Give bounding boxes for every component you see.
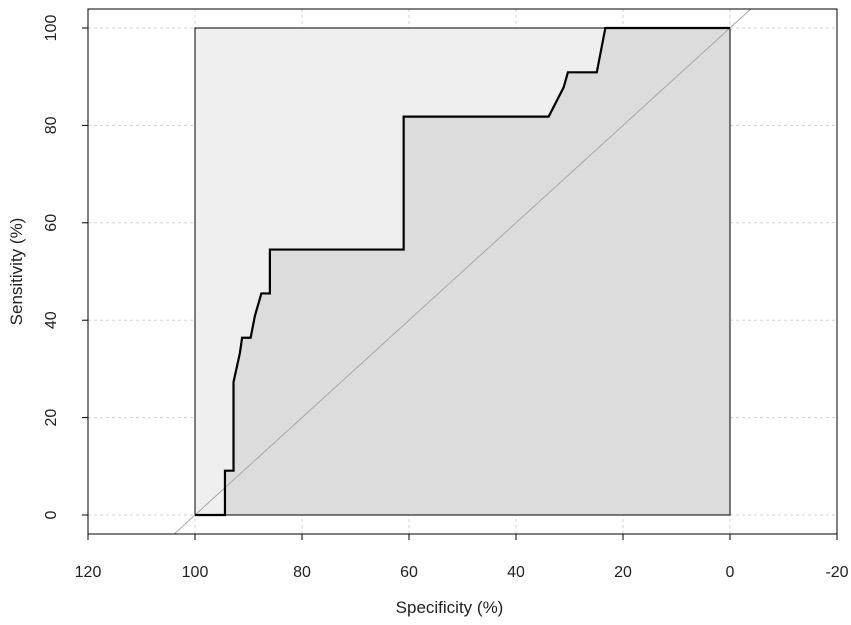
x-tick-label: 0: [726, 564, 735, 581]
y-tick-label: 0: [43, 510, 60, 519]
x-tick-label: 60: [400, 564, 418, 581]
y-tick-label: 20: [43, 409, 60, 427]
x-axis-title: Specificity (%): [396, 598, 504, 617]
x-tick-label: 100: [182, 564, 209, 581]
x-tick-label: 80: [293, 564, 311, 581]
x-tick-label: 120: [75, 564, 102, 581]
y-tick-label: 60: [43, 214, 60, 232]
roc-space-border: [194, 27, 731, 516]
y-tick-label: 100: [43, 15, 60, 42]
y-tick-label: 40: [43, 311, 60, 329]
y-tick-label: 80: [43, 116, 60, 134]
y-axis-title: Sensitivity (%): [7, 218, 26, 326]
roc-curve-line: [195, 26, 730, 517]
x-tick-label: 20: [614, 564, 632, 581]
x-tick-label: 40: [507, 564, 525, 581]
chance-diagonal-line: [173, 9, 752, 534]
x-tick-label: -20: [825, 564, 848, 581]
plot-frame: [87, 8, 838, 535]
